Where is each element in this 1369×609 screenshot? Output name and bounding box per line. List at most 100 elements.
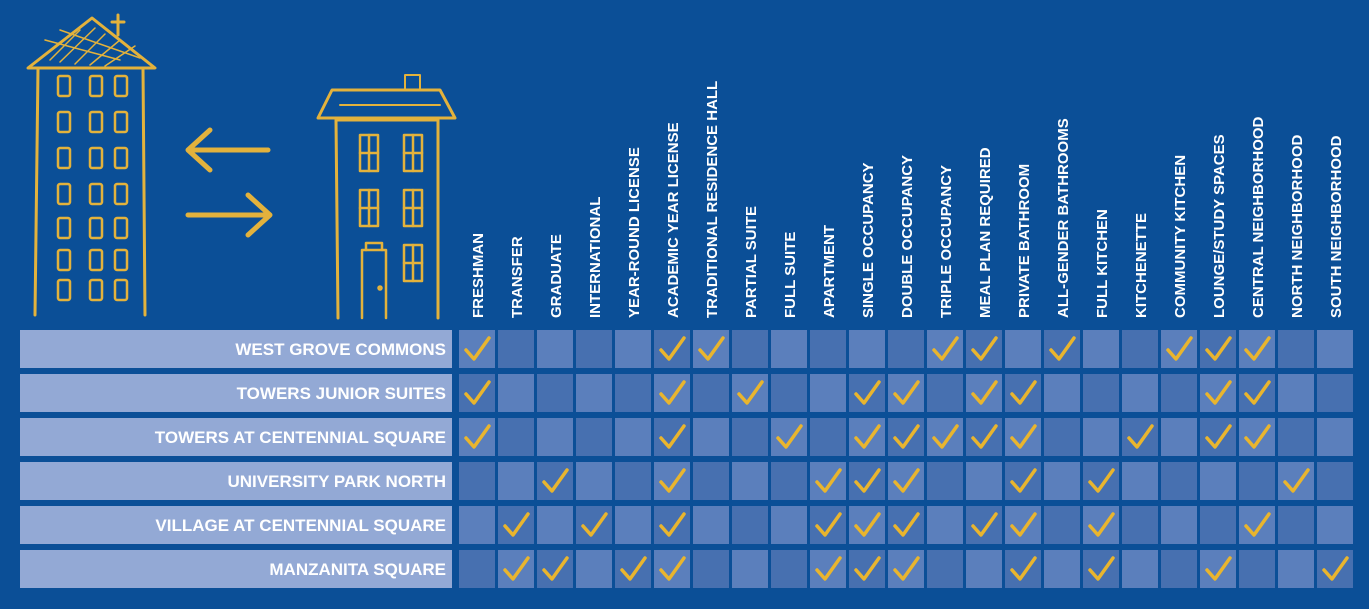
cell xyxy=(693,462,729,500)
cell xyxy=(810,506,846,544)
check-mark xyxy=(659,380,686,405)
cell xyxy=(576,330,612,368)
cell xyxy=(1122,550,1158,588)
cell xyxy=(849,506,885,544)
cell xyxy=(1005,330,1041,368)
check-mark xyxy=(1127,424,1154,449)
cell xyxy=(654,506,690,544)
check-mark xyxy=(698,336,725,361)
cell xyxy=(576,374,612,412)
cell xyxy=(1044,330,1080,368)
roof-cross xyxy=(110,13,126,37)
row-label-bar xyxy=(20,330,452,368)
cell xyxy=(1044,506,1080,544)
cell xyxy=(459,462,495,500)
cell xyxy=(693,374,729,412)
cell xyxy=(966,330,1002,368)
check-mark xyxy=(932,336,959,361)
cell xyxy=(810,418,846,456)
cell xyxy=(732,418,768,456)
row-label-bar xyxy=(20,506,452,544)
cell xyxy=(498,374,534,412)
check-mark xyxy=(1010,424,1037,449)
cell xyxy=(615,374,651,412)
row-label-bar xyxy=(20,550,452,588)
cell xyxy=(1200,418,1236,456)
cell xyxy=(615,462,651,500)
check-mark xyxy=(503,512,530,537)
cell xyxy=(1278,550,1314,588)
cell xyxy=(498,418,534,456)
cell xyxy=(693,550,729,588)
column-header: FULL KITCHEN xyxy=(1094,209,1111,318)
cell xyxy=(1044,374,1080,412)
check-mark xyxy=(815,468,842,493)
check-mark xyxy=(815,512,842,537)
cell xyxy=(888,418,924,456)
check-mark xyxy=(1088,468,1115,493)
check-mark xyxy=(1322,556,1349,581)
cell xyxy=(771,462,807,500)
check-mark xyxy=(1010,512,1037,537)
cell xyxy=(1200,330,1236,368)
cell xyxy=(1161,506,1197,544)
cell xyxy=(537,462,573,500)
cell xyxy=(1083,330,1119,368)
small-roof xyxy=(316,88,457,120)
cell xyxy=(1122,506,1158,544)
check-mark xyxy=(893,468,920,493)
check-mark xyxy=(854,468,881,493)
cell xyxy=(1200,374,1236,412)
check-mark xyxy=(581,512,608,537)
cell xyxy=(1239,418,1275,456)
cell xyxy=(810,462,846,500)
column-header: SOUTH NEIGHBORHOOD xyxy=(1328,135,1345,318)
cell xyxy=(654,330,690,368)
cell xyxy=(1317,418,1353,456)
cell xyxy=(1161,462,1197,500)
cell xyxy=(1278,330,1314,368)
check-mark xyxy=(893,424,920,449)
cell xyxy=(1278,418,1314,456)
cell xyxy=(771,550,807,588)
cell xyxy=(1278,462,1314,500)
check-mark xyxy=(1283,468,1310,493)
cell xyxy=(1044,550,1080,588)
row-label: TOWERS AT CENTENNIAL SQUARE xyxy=(155,428,446,447)
check-mark xyxy=(776,424,803,449)
small-windows xyxy=(358,133,424,320)
check-mark xyxy=(893,556,920,581)
check-mark xyxy=(1010,468,1037,493)
check-mark xyxy=(971,424,998,449)
cell xyxy=(966,374,1002,412)
column-header: KITCHENETTE xyxy=(1133,213,1150,318)
column-header: PARTIAL SUITE xyxy=(743,206,760,318)
check-mark xyxy=(854,380,881,405)
check-mark xyxy=(1166,336,1193,361)
cell xyxy=(615,550,651,588)
cell xyxy=(1005,506,1041,544)
cell xyxy=(1005,418,1041,456)
row-label: WEST GROVE COMMONS xyxy=(235,340,446,359)
cell xyxy=(888,550,924,588)
arrow-right xyxy=(185,192,273,238)
check-mark xyxy=(971,336,998,361)
cell xyxy=(927,550,963,588)
cell xyxy=(693,418,729,456)
cell xyxy=(537,418,573,456)
cell xyxy=(1278,374,1314,412)
cell xyxy=(1200,462,1236,500)
tall-windows xyxy=(56,74,129,302)
cell xyxy=(966,550,1002,588)
column-header: FULL SUITE xyxy=(782,232,799,318)
tall-roof xyxy=(26,16,157,70)
cell xyxy=(888,374,924,412)
column-header: PRIVATE BATHROOM xyxy=(1016,164,1033,318)
cell xyxy=(810,550,846,588)
cell xyxy=(1122,418,1158,456)
cell xyxy=(459,374,495,412)
roof-hatching xyxy=(44,27,141,67)
cell xyxy=(771,418,807,456)
